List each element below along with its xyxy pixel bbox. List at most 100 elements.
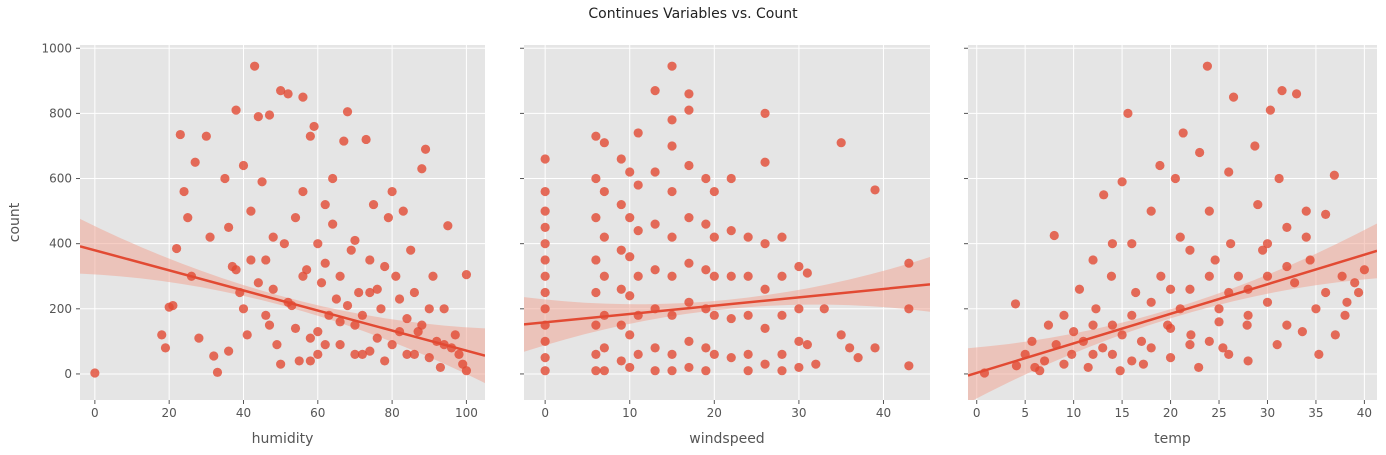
x-axis-label: humidity: [252, 431, 314, 447]
data-point: [599, 343, 609, 353]
subplot-windspeed: 0 10 20 30 40 windspeed: [520, 45, 930, 447]
y-tick-label: 0: [64, 367, 72, 381]
data-point: [242, 330, 252, 340]
y-axis-label: count: [7, 202, 23, 242]
data-point: [625, 167, 635, 177]
data-point: [667, 115, 677, 125]
data-point: [361, 134, 371, 145]
data-point: [205, 232, 215, 242]
data-point: [1117, 330, 1127, 340]
data-point: [616, 356, 626, 366]
data-point: [231, 105, 241, 115]
data-point: [261, 255, 271, 265]
data-point: [212, 367, 223, 377]
data-point: [1311, 304, 1321, 314]
data-point: [726, 271, 736, 281]
data-point: [625, 330, 635, 340]
data-point: [298, 92, 308, 102]
data-point: [428, 271, 438, 281]
data-point: [1262, 239, 1273, 249]
data-point: [1138, 359, 1149, 369]
y-tick-label: 800: [49, 106, 72, 120]
data-point: [1265, 105, 1275, 115]
data-point: [1175, 232, 1185, 242]
data-point: [1059, 359, 1069, 369]
confidence-band: [968, 223, 1377, 400]
data-point: [616, 245, 626, 255]
data-point: [802, 268, 812, 278]
data-point: [1059, 310, 1069, 320]
data-point: [599, 366, 609, 376]
data-point: [1262, 297, 1273, 307]
data-point: [328, 173, 338, 184]
data-point: [231, 265, 241, 275]
data-point: [298, 186, 308, 197]
data-point: [904, 304, 914, 314]
data-point: [1011, 361, 1022, 371]
data-point: [1301, 232, 1311, 242]
data-point: [1340, 310, 1350, 320]
data-point: [667, 61, 677, 71]
figure-title: Continues Variables vs. Count: [588, 6, 798, 22]
data-point: [250, 61, 260, 71]
x-tick-label: 10: [622, 406, 637, 420]
data-point: [616, 154, 626, 164]
data-point: [283, 89, 293, 99]
data-point: [320, 258, 330, 268]
data-point: [794, 362, 804, 373]
data-point: [1301, 206, 1311, 216]
data-point: [591, 349, 601, 360]
data-point: [684, 160, 694, 171]
data-point: [350, 235, 360, 246]
data-point: [540, 206, 550, 216]
data-point: [633, 349, 643, 360]
data-point: [591, 213, 601, 223]
data-point: [701, 343, 711, 353]
data-point: [320, 340, 330, 350]
data-point: [380, 261, 390, 272]
data-point: [650, 219, 660, 229]
subplot-temp: 0 5 10 15 20 25 30 35 40 temp: [964, 45, 1377, 447]
data-point: [1185, 284, 1195, 294]
data-point: [313, 327, 323, 337]
data-point: [726, 313, 736, 324]
data-point: [540, 366, 550, 376]
data-point: [1218, 343, 1228, 353]
data-point: [1156, 271, 1166, 281]
data-point: [650, 265, 660, 275]
data-point: [1049, 230, 1059, 241]
data-point: [1291, 89, 1302, 99]
data-point: [591, 366, 601, 376]
data-point: [439, 304, 449, 314]
x-tick-label: 0: [973, 406, 981, 420]
data-point: [1083, 362, 1093, 373]
data-point: [316, 278, 327, 288]
data-point: [819, 304, 829, 314]
data-point: [811, 359, 821, 369]
data-point: [1185, 340, 1195, 350]
data-point: [1178, 128, 1188, 138]
y-tick-label: 400: [49, 237, 72, 251]
data-point: [402, 313, 412, 324]
data-point: [368, 199, 379, 210]
data-point: [339, 136, 349, 146]
x-axis-label: windspeed: [689, 431, 764, 447]
data-point: [760, 323, 770, 333]
data-point: [238, 160, 249, 171]
data-point: [1350, 278, 1360, 288]
x-tick-label: 5: [1021, 406, 1029, 420]
y-tick-label: 200: [49, 302, 72, 316]
data-point: [667, 349, 677, 360]
plot-area: [524, 61, 930, 376]
data-point: [350, 349, 360, 360]
data-point: [625, 213, 635, 223]
data-point: [1258, 245, 1268, 255]
data-point: [305, 131, 315, 141]
data-point: [667, 310, 677, 320]
data-point: [1224, 167, 1234, 177]
data-point: [743, 310, 753, 320]
data-point: [1277, 85, 1287, 96]
data-point: [667, 232, 677, 242]
x-tick-label: 40: [236, 406, 251, 420]
data-point: [1242, 320, 1252, 330]
